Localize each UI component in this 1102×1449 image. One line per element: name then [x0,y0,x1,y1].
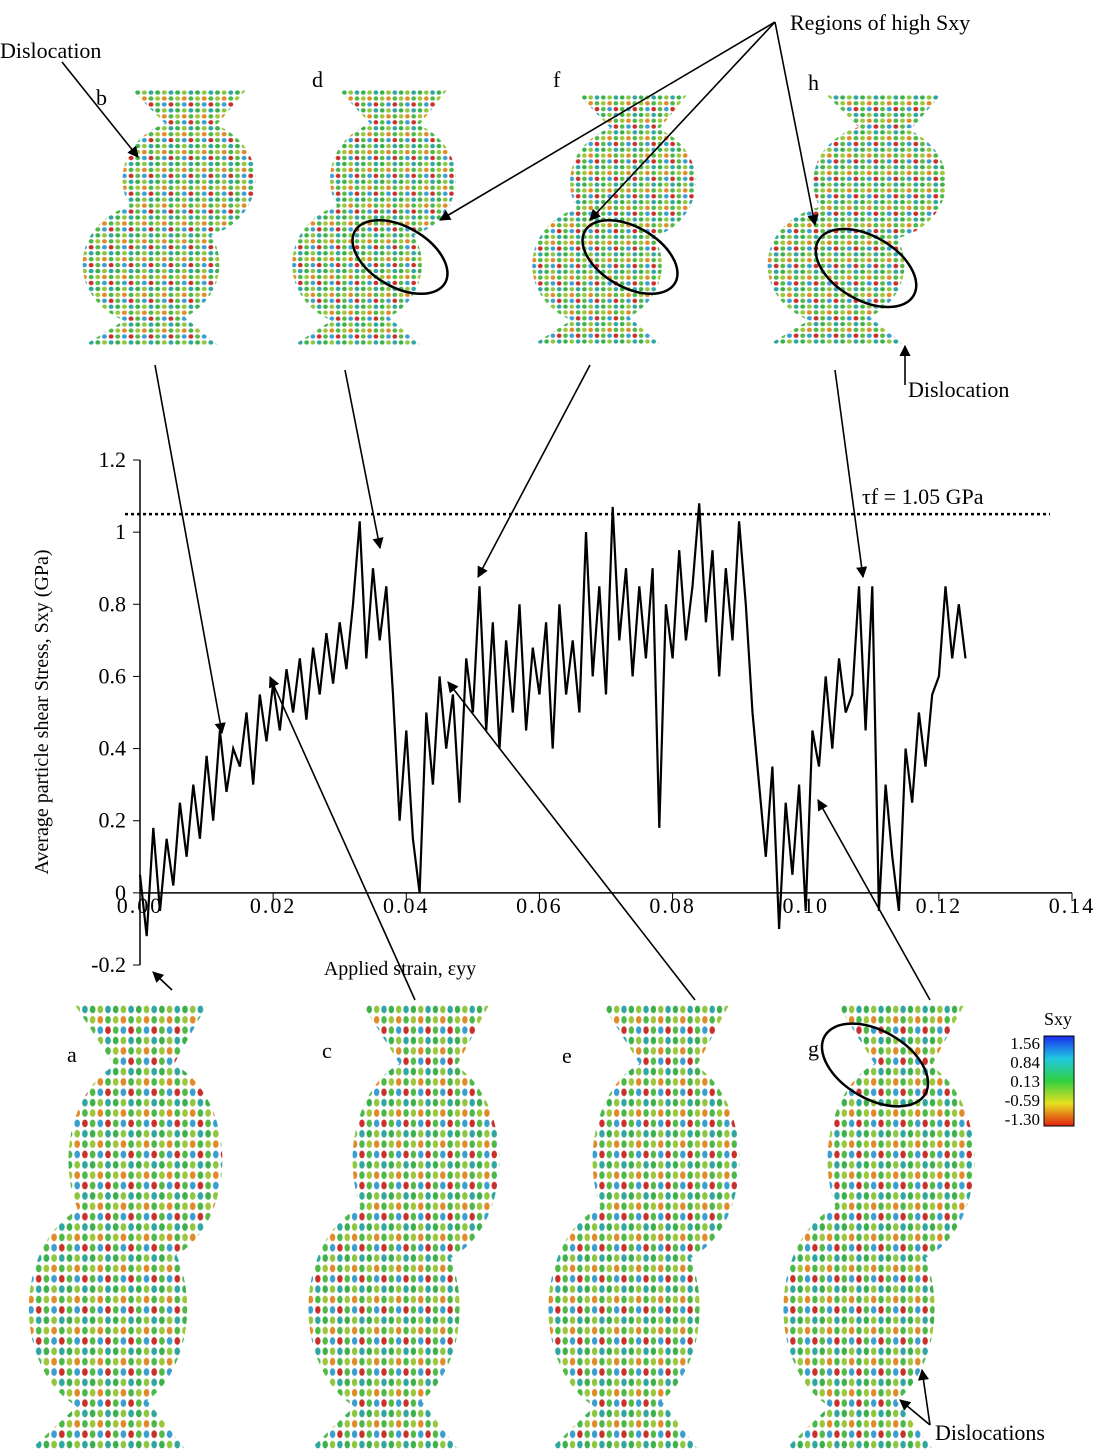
atoms [363,1005,489,1065]
snapshot [783,1005,975,1449]
snapshot [28,1005,223,1449]
atoms [550,1392,698,1449]
annotation: Regions of high Sxy [790,10,970,35]
atoms [838,1005,964,1065]
y-tick-label: 1.2 [99,447,127,472]
x-tick-label: 0.14 [1049,893,1096,918]
atoms [84,312,218,345]
panel-label: g [808,1036,819,1061]
reference-label: τf = 1.05 GPa [862,484,984,509]
arrows [61,21,931,1426]
x-tick-label: 0.06 [516,893,563,918]
colorbar-label: 0.13 [1010,1072,1040,1091]
panel-label: d [312,67,323,92]
atoms [532,205,662,325]
snapshot [82,90,256,345]
x-tick-label: 0.12 [916,893,963,918]
atoms [132,90,247,124]
snapshot [532,95,696,344]
y-axis-title: Average particle shear Stress, Sxy (GPa) [31,549,53,874]
annotation: Dislocation [0,38,101,63]
panel-label: c [322,1038,332,1063]
y-tick-label: 0.4 [99,736,127,761]
data-line [138,503,967,937]
colorbar-label: -0.59 [1005,1091,1040,1110]
x-tick-label: 0.04 [383,893,430,918]
snapshot [767,95,947,344]
y-tick-label: 1 [115,519,126,544]
atoms [603,1005,729,1065]
atoms [785,1392,933,1449]
y-tick-label: 0 [115,880,126,905]
colorbar-title: Sxy [1044,1009,1072,1029]
atoms [292,203,422,326]
x-tick-label: 0.02 [250,893,297,918]
atoms [28,1201,188,1415]
y-tick-label: 0.2 [99,808,127,833]
atoms [31,1392,185,1449]
atoms [548,1201,700,1415]
atoms [339,90,447,124]
x-tick-label: 0.00 [117,893,164,918]
panel-label: e [562,1043,572,1068]
atoms [294,312,420,345]
annotation: Dislocations [935,1420,1045,1445]
atoms [308,1201,460,1415]
colorbar [1043,1035,1075,1127]
panel-label: a [67,1042,77,1067]
atoms [534,312,660,344]
atoms [826,95,941,129]
atoms [769,312,903,344]
plot: -0.2 0 0.2 0.4 0.6 0.8 1 1.2 0.00 0.02 0.04 0.06 0.0… [91,447,1096,977]
atoms [783,1201,935,1415]
y-tick-label: 0.6 [99,663,127,688]
panel-label: b [96,85,107,110]
atoms [579,95,687,129]
snapshot [548,1005,740,1449]
snapshot [308,1005,500,1449]
panel-label: h [808,70,819,95]
snapshot [292,90,456,345]
colorbar-label: -1.30 [1005,1110,1040,1129]
snapshots [28,90,975,1449]
y-tick-label: 0.8 [99,591,127,616]
colorbar-label: 1.56 [1010,1034,1040,1053]
x-tick-label: 0.08 [649,893,696,918]
annotation: Dislocation [908,377,1009,402]
atoms [82,203,220,326]
atoms [310,1392,458,1449]
atoms [75,1005,207,1065]
colorbar-label: 0.84 [1010,1053,1040,1072]
x-axis-title: Applied strain, εyy [324,958,476,980]
y-tick-label: -0.2 [91,952,126,977]
panel-label: f [553,67,561,92]
